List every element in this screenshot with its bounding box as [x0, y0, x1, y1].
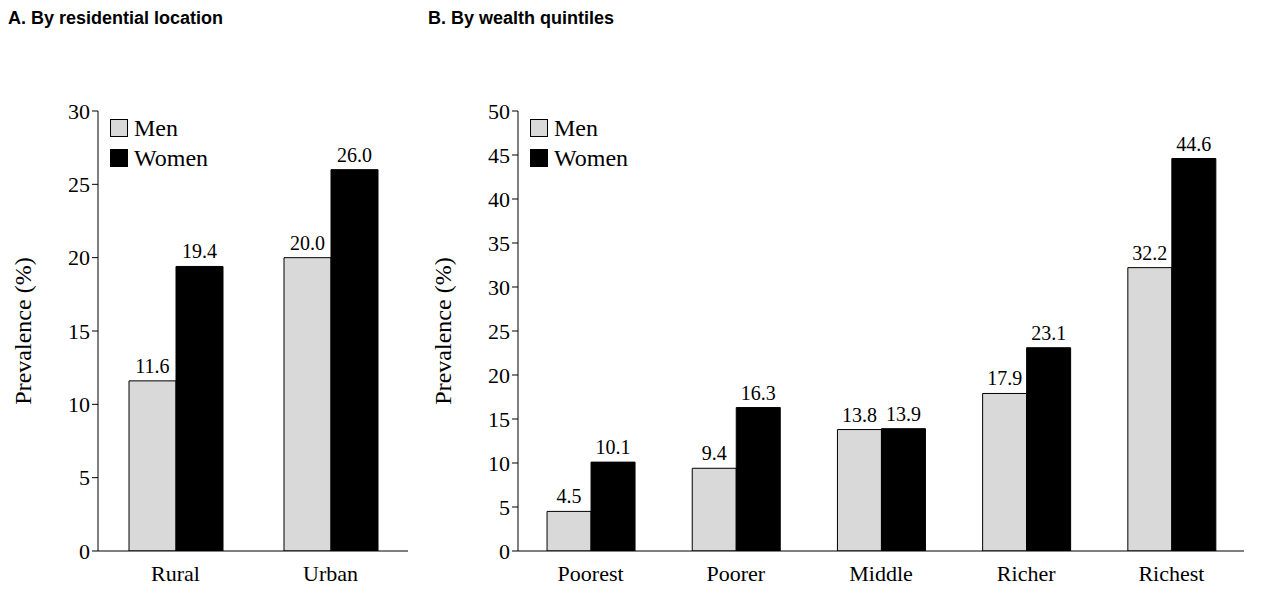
html-text:Men: Men — [134, 115, 178, 141]
svg-text:15: 15 — [488, 407, 510, 432]
svg-text:Poorer: Poorer — [706, 561, 765, 586]
svg-text:30: 30 — [488, 275, 510, 300]
svg-text:10: 10 — [488, 451, 510, 476]
svg-text:Richest: Richest — [1138, 561, 1204, 586]
svg-text:4.5: 4.5 — [557, 485, 582, 507]
svg-text:5: 5 — [79, 465, 90, 490]
html-text:B. By wealth quintiles: B. By wealth quintiles — [428, 8, 614, 28]
html-text:Men: Men — [554, 115, 598, 141]
svg-text:10: 10 — [68, 392, 90, 417]
svg-text:Urban: Urban — [303, 561, 358, 586]
svg-text:17.9: 17.9 — [987, 367, 1022, 389]
svg-text:Prevalence (%): Prevalence (%) — [10, 257, 36, 404]
svg-text:13.9: 13.9 — [886, 403, 921, 425]
svg-text:20: 20 — [68, 245, 90, 270]
svg-text:Prevalence (%): Prevalence (%) — [430, 257, 456, 404]
svg-text:26.0: 26.0 — [337, 144, 372, 166]
svg-text:25: 25 — [68, 172, 90, 197]
svg-text:Poorest: Poorest — [558, 561, 624, 586]
svg-text:Middle: Middle — [849, 561, 913, 586]
svg-text:40: 40 — [488, 187, 510, 212]
svg-text:16.3: 16.3 — [741, 382, 776, 404]
svg-text:44.6: 44.6 — [1176, 133, 1211, 155]
svg-text:9.4: 9.4 — [702, 442, 727, 464]
svg-text:32.2: 32.2 — [1132, 242, 1167, 264]
html-text:Women: Women — [134, 145, 209, 171]
svg-text:23.1: 23.1 — [1031, 322, 1066, 344]
svg-text:15: 15 — [68, 319, 90, 344]
svg-text:Rural: Rural — [151, 561, 200, 586]
svg-text:13.8: 13.8 — [842, 404, 877, 426]
svg-text:Richer: Richer — [997, 561, 1056, 586]
svg-text:25: 25 — [488, 319, 510, 344]
svg-text:5: 5 — [499, 495, 510, 520]
svg-text:19.4: 19.4 — [182, 240, 217, 262]
html-text:Women: Women — [554, 145, 629, 171]
svg-text:20: 20 — [488, 363, 510, 388]
svg-text:35: 35 — [488, 231, 510, 256]
svg-text:30: 30 — [68, 99, 90, 124]
svg-text:10.1: 10.1 — [596, 436, 631, 458]
svg-text:50: 50 — [488, 99, 510, 124]
svg-text:0: 0 — [79, 539, 90, 564]
svg-text:45: 45 — [488, 143, 510, 168]
html-text:A. By residential location: A. By residential location — [8, 8, 224, 28]
svg-text:11.6: 11.6 — [135, 355, 169, 377]
svg-text:20.0: 20.0 — [290, 232, 325, 254]
svg-text:0: 0 — [499, 539, 510, 564]
